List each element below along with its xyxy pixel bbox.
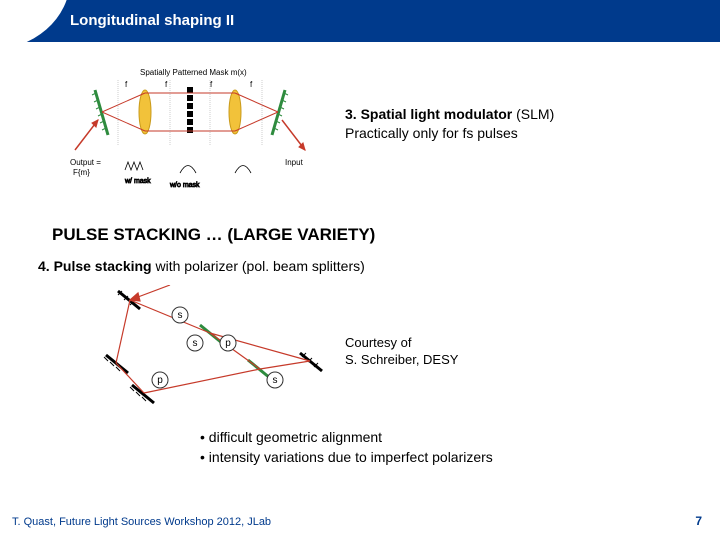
courtesy-line2: S. Schreiber, DESY	[345, 352, 458, 367]
lens-left	[139, 90, 151, 134]
svg-text:s: s	[193, 338, 198, 349]
courtesy-block: Courtesy of S. Schreiber, DESY	[345, 335, 458, 369]
grating-right	[272, 90, 288, 135]
footer-page-number: 7	[695, 514, 702, 528]
slm-line2: Practically only for fs pulses	[345, 125, 518, 141]
svg-text:p: p	[157, 375, 163, 386]
slm-mask	[187, 87, 193, 133]
f-label-4: f	[250, 80, 253, 89]
slm-top-label: Spatially Patterned Mask m(x)	[140, 68, 247, 77]
section-heading: PULSE STACKING … (LARGE VARIETY)	[52, 225, 375, 245]
item4-bold: 4. Pulse stacking	[38, 258, 152, 274]
waveforms: w/ mask w/o mask	[124, 162, 251, 189]
lens-right	[229, 90, 241, 134]
output-label-2: F{m}	[73, 168, 90, 177]
svg-text:s: s	[273, 375, 278, 386]
f-label-1: f	[125, 80, 128, 89]
mirrors	[104, 291, 322, 403]
svg-text:p: p	[225, 338, 231, 349]
svg-text:w/o mask: w/o mask	[169, 182, 200, 189]
slm-text-block: 3. Spatial light modulator (SLM) Practic…	[345, 105, 554, 143]
bullet-2: • intensity variations due to imperfect …	[200, 448, 493, 468]
polarizer-diagram: s s p s p	[100, 285, 330, 405]
f-label-3: f	[210, 80, 213, 89]
slm-line1-bold: 3. Spatial light modulator	[345, 106, 512, 122]
svg-text:s: s	[178, 310, 183, 321]
bullet-list: • difficult geometric alignment • intens…	[200, 428, 493, 467]
slm-line1-abbr: (SLM)	[512, 106, 554, 122]
footer-left: T. Quast, Future Light Sources Workshop …	[12, 516, 271, 528]
item4-text: 4. Pulse stacking with polarizer (pol. b…	[38, 258, 365, 274]
grating-left	[92, 90, 108, 135]
slide-title: Longitudinal shaping II	[70, 12, 234, 29]
output-label-1: Output =	[70, 158, 101, 167]
svg-text:w/ mask: w/ mask	[124, 178, 151, 185]
item4-rest: with polarizer (pol. beam splitters)	[152, 258, 365, 274]
courtesy-line1: Courtesy of	[345, 335, 411, 350]
f-label-2: f	[165, 80, 168, 89]
bullet-1: • difficult geometric alignment	[200, 428, 493, 448]
input-label: Input	[285, 158, 304, 167]
slm-diagram: Spatially Patterned Mask m(x) f f f f	[70, 65, 320, 195]
